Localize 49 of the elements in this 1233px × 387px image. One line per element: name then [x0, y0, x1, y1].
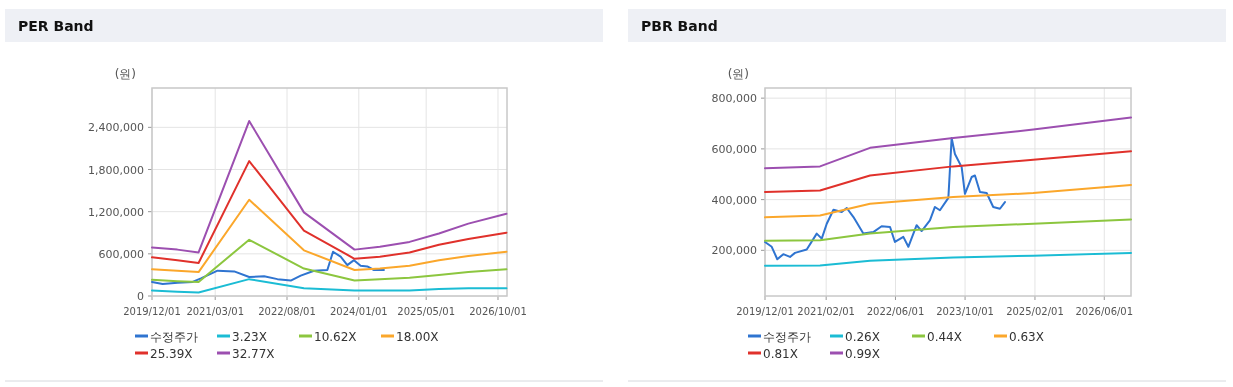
y-tick-label: 1,200,000 [88, 205, 144, 219]
line-series [764, 136, 1006, 261]
legend-label: 0.44X [927, 330, 962, 344]
y-tick-label: 0 [137, 290, 144, 303]
legend-label: 32.77X [232, 347, 275, 361]
line-series [151, 160, 508, 264]
legend-label: 수정주가 [763, 330, 811, 344]
legend-label: 18.00X [396, 330, 439, 344]
line-series [764, 251, 1132, 267]
legend-label: 3.23X [232, 330, 267, 344]
x-tick-label: 2024/01/01 [330, 306, 388, 317]
x-tick-label: 2019/12/01 [736, 306, 794, 317]
x-tick-label: 2026/06/01 [1075, 306, 1134, 317]
x-tick-label: 2021/02/01 [797, 306, 855, 317]
y-tick-label: 1,800,000 [88, 163, 144, 177]
legend-label: 0.63X [1009, 330, 1044, 344]
x-tick-label: 2023/10/01 [936, 306, 994, 317]
legend-label: 0.81X [763, 347, 798, 361]
x-tick-label: 2022/06/01 [866, 306, 925, 317]
y-tick-label: 600,000 [98, 247, 144, 261]
line-series [151, 278, 508, 294]
y-tick-label: 600,000 [711, 142, 757, 156]
line-series [151, 250, 385, 286]
x-tick-label: 2025/05/01 [397, 306, 456, 317]
line-series [151, 238, 508, 283]
chart-title: PER Band [18, 18, 94, 34]
x-tick-label: 2026/10/01 [469, 306, 527, 317]
x-tick-label: 2025/02/01 [1006, 306, 1064, 317]
legend-label: 수정주가 [150, 330, 198, 344]
line-series [764, 116, 1132, 170]
chart-title: PBR Band [641, 18, 718, 34]
line-series [151, 120, 508, 254]
y-tick-label: 2,400,000 [88, 121, 144, 135]
y-axis-title: (원) [114, 67, 136, 81]
y-axis-title: (원) [727, 67, 749, 81]
line-series [764, 150, 1132, 193]
legend-label: 10.62X [314, 330, 357, 344]
x-tick-label: 2019/12/01 [123, 306, 181, 317]
x-tick-label: 2022/08/01 [258, 306, 316, 317]
legend-label: 0.99X [845, 347, 880, 361]
legend-label: 0.26X [845, 330, 880, 344]
legend-label: 25.39X [150, 347, 193, 361]
x-tick-label: 2021/03/01 [186, 306, 245, 317]
line-series [764, 218, 1132, 242]
y-tick-label: 200,000 [711, 244, 757, 258]
line-series [151, 198, 508, 274]
y-tick-label: 800,000 [711, 92, 757, 106]
y-tick-label: 400,000 [711, 193, 757, 207]
line-series [764, 183, 1132, 219]
